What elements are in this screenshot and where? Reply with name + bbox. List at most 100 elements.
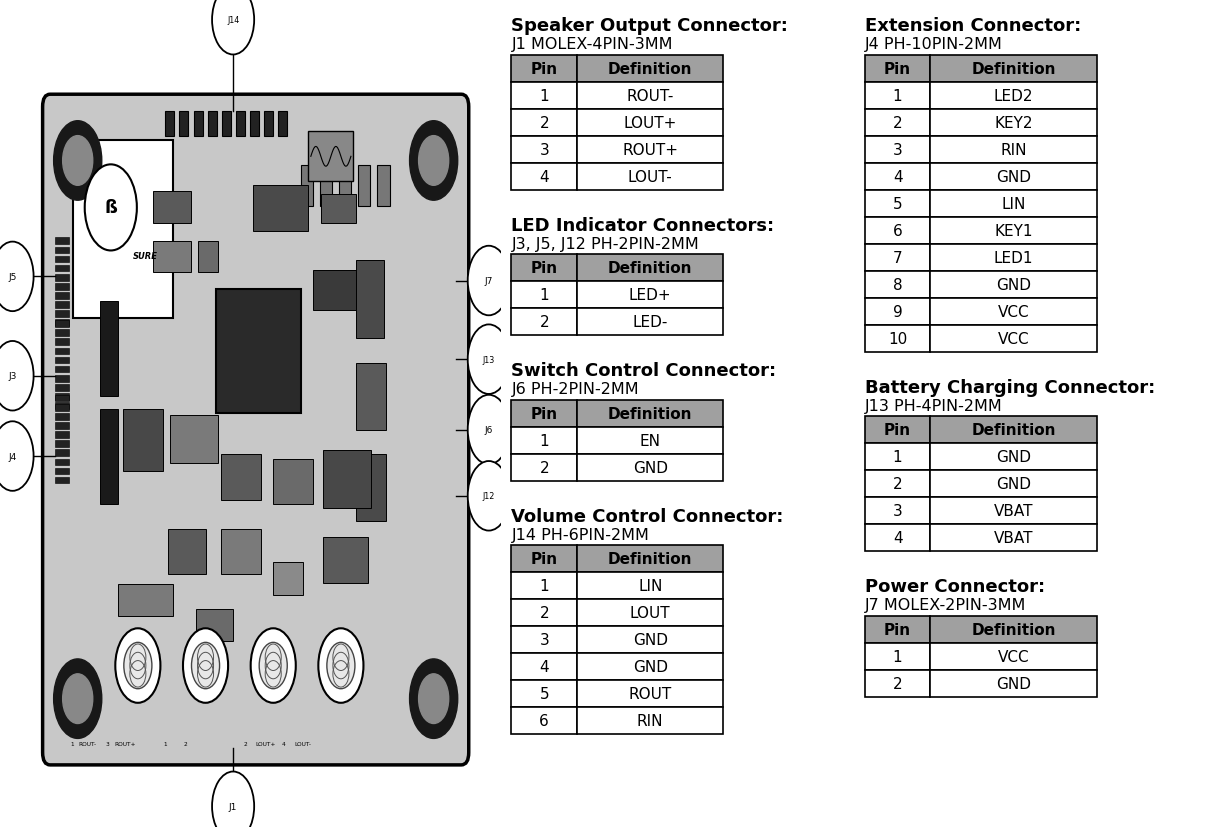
FancyBboxPatch shape xyxy=(865,670,930,697)
FancyBboxPatch shape xyxy=(118,585,173,616)
Text: J14: J14 xyxy=(227,17,239,25)
FancyBboxPatch shape xyxy=(100,409,118,504)
Text: Pin: Pin xyxy=(530,61,558,76)
Text: J4 PH-10PIN-2MM: J4 PH-10PIN-2MM xyxy=(865,37,1003,52)
FancyBboxPatch shape xyxy=(221,112,231,136)
FancyBboxPatch shape xyxy=(930,83,1097,109)
FancyBboxPatch shape xyxy=(56,423,69,429)
FancyBboxPatch shape xyxy=(930,643,1097,670)
Text: LOUT: LOUT xyxy=(629,605,670,620)
FancyBboxPatch shape xyxy=(123,409,163,471)
FancyBboxPatch shape xyxy=(263,112,273,136)
Text: 2: 2 xyxy=(540,460,550,475)
FancyBboxPatch shape xyxy=(865,136,930,164)
FancyBboxPatch shape xyxy=(56,366,69,373)
Text: Definition: Definition xyxy=(608,261,692,275)
Circle shape xyxy=(410,122,458,201)
Text: 3: 3 xyxy=(106,741,110,746)
Text: J5: J5 xyxy=(8,273,17,281)
Text: J14 PH-6PIN-2MM: J14 PH-6PIN-2MM xyxy=(511,527,649,543)
Text: Battery Charging Connector:: Battery Charging Connector: xyxy=(865,378,1155,396)
Text: GND: GND xyxy=(633,460,668,475)
Text: Definition: Definition xyxy=(608,406,692,421)
FancyBboxPatch shape xyxy=(56,395,69,402)
Circle shape xyxy=(467,246,510,316)
FancyBboxPatch shape xyxy=(56,450,69,457)
FancyBboxPatch shape xyxy=(100,302,118,397)
Text: SURE: SURE xyxy=(133,251,157,261)
FancyBboxPatch shape xyxy=(250,112,259,136)
FancyBboxPatch shape xyxy=(511,255,577,282)
FancyBboxPatch shape xyxy=(56,348,69,355)
FancyBboxPatch shape xyxy=(511,109,577,136)
FancyBboxPatch shape xyxy=(577,546,724,572)
Circle shape xyxy=(260,643,288,689)
Circle shape xyxy=(53,659,101,739)
FancyBboxPatch shape xyxy=(865,498,930,524)
Text: 3: 3 xyxy=(539,142,550,157)
FancyBboxPatch shape xyxy=(42,95,469,765)
Text: LOUT-: LOUT- xyxy=(628,170,673,184)
FancyBboxPatch shape xyxy=(511,136,577,164)
FancyBboxPatch shape xyxy=(577,454,724,481)
FancyBboxPatch shape xyxy=(865,471,930,498)
Text: KEY2: KEY2 xyxy=(994,116,1033,131)
FancyBboxPatch shape xyxy=(56,394,69,400)
Text: 1: 1 xyxy=(540,579,550,594)
Text: 9: 9 xyxy=(893,304,902,319)
Text: 1: 1 xyxy=(540,433,550,448)
FancyBboxPatch shape xyxy=(511,400,577,427)
Text: Pin: Pin xyxy=(530,406,558,421)
Circle shape xyxy=(63,674,93,724)
FancyBboxPatch shape xyxy=(56,238,69,245)
FancyBboxPatch shape xyxy=(180,112,188,136)
FancyBboxPatch shape xyxy=(930,417,1097,443)
Text: LOUT+: LOUT+ xyxy=(623,116,676,131)
FancyBboxPatch shape xyxy=(377,165,389,207)
FancyBboxPatch shape xyxy=(56,375,69,382)
FancyBboxPatch shape xyxy=(56,441,69,447)
Text: 4: 4 xyxy=(540,659,550,674)
FancyBboxPatch shape xyxy=(577,400,724,427)
FancyBboxPatch shape xyxy=(511,427,577,454)
FancyBboxPatch shape xyxy=(56,320,69,327)
Circle shape xyxy=(419,136,448,186)
FancyBboxPatch shape xyxy=(577,681,724,707)
Text: J13 PH-4PIN-2MM: J13 PH-4PIN-2MM xyxy=(865,399,1003,414)
FancyBboxPatch shape xyxy=(56,385,69,391)
Text: Volume Control Connector:: Volume Control Connector: xyxy=(511,507,784,525)
FancyBboxPatch shape xyxy=(930,55,1097,83)
FancyBboxPatch shape xyxy=(930,136,1097,164)
FancyBboxPatch shape xyxy=(511,707,577,734)
Text: EN: EN xyxy=(640,433,661,448)
Text: J3, J5, J12 PH-2PIN-2MM: J3, J5, J12 PH-2PIN-2MM xyxy=(511,237,699,251)
FancyBboxPatch shape xyxy=(930,299,1097,325)
FancyBboxPatch shape xyxy=(511,83,577,109)
Text: RIN: RIN xyxy=(637,714,663,729)
Text: 2: 2 xyxy=(893,116,902,131)
Circle shape xyxy=(467,461,510,531)
Text: LED1: LED1 xyxy=(994,251,1033,265)
FancyBboxPatch shape xyxy=(511,308,577,336)
Text: Power Connector:: Power Connector: xyxy=(865,577,1045,595)
FancyBboxPatch shape xyxy=(254,186,308,232)
Text: ß: ß xyxy=(104,199,117,218)
Text: GND: GND xyxy=(997,170,1032,184)
FancyBboxPatch shape xyxy=(577,308,724,336)
FancyBboxPatch shape xyxy=(930,471,1097,498)
FancyBboxPatch shape xyxy=(56,414,69,420)
Text: 1: 1 xyxy=(540,88,550,103)
Circle shape xyxy=(251,629,296,703)
Text: 2: 2 xyxy=(540,605,550,620)
FancyBboxPatch shape xyxy=(236,112,245,136)
FancyBboxPatch shape xyxy=(356,261,383,339)
Text: LED-: LED- xyxy=(633,315,668,330)
Circle shape xyxy=(115,629,161,703)
Text: J6 PH-2PIN-2MM: J6 PH-2PIN-2MM xyxy=(511,382,639,397)
FancyBboxPatch shape xyxy=(930,218,1097,244)
Text: LIN: LIN xyxy=(1001,196,1026,211)
FancyBboxPatch shape xyxy=(511,572,577,600)
FancyBboxPatch shape xyxy=(577,109,724,136)
FancyBboxPatch shape xyxy=(865,83,930,109)
FancyBboxPatch shape xyxy=(324,451,371,509)
